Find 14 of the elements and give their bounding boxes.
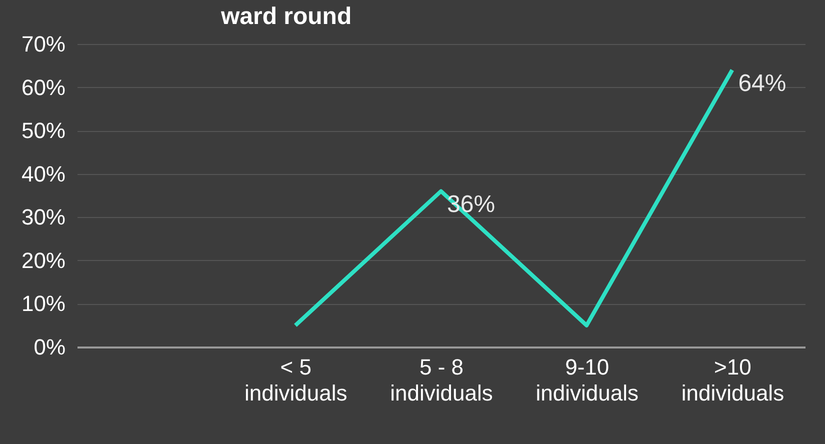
- x-tick-label: >10 individuals: [681, 354, 784, 406]
- data-label: 64%: [738, 70, 786, 97]
- y-tick-label: 20%: [21, 248, 66, 273]
- x-tick-label: 9-10 individuals: [536, 354, 638, 406]
- chart-title: ward round: [220, 3, 352, 30]
- x-tick-label: < 5 individuals: [244, 354, 348, 406]
- y-tick-label: 30%: [21, 204, 66, 230]
- y-tick-label: 40%: [21, 161, 66, 186]
- y-tick-label: 60%: [21, 74, 66, 100]
- y-tick-label: 0%: [34, 334, 66, 360]
- y-tick-label: 50%: [21, 118, 66, 144]
- x-tick-label: 5 - 8 individuals: [390, 354, 493, 406]
- y-tick-label: 70%: [21, 32, 66, 56]
- y-tick-label: 10%: [21, 291, 66, 316]
